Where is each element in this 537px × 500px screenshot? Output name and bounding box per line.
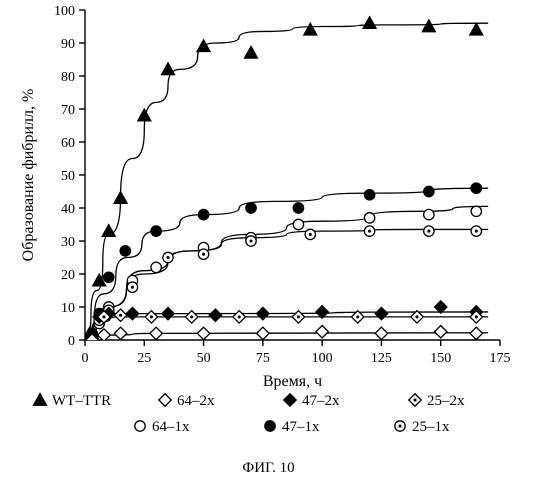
chart-svg: 0 10 20 30 40 50 60 70 80 90 100 0 25 50 75 100 125 150 17… xyxy=(0,0,537,500)
svg-text:100: 100 xyxy=(312,351,333,366)
svg-text:50: 50 xyxy=(61,169,75,184)
figure-container: 0 10 20 30 40 50 60 70 80 90 100 0 25 50 75 100 125 150 17… xyxy=(0,0,537,500)
legend-label: 64–2x xyxy=(177,393,215,409)
legend-label: 47–2x xyxy=(302,393,340,409)
figure-caption: ФИГ. 10 xyxy=(242,460,294,476)
svg-text:175: 175 xyxy=(490,351,511,366)
svg-text:150: 150 xyxy=(430,351,451,366)
series-47-2x xyxy=(86,301,483,343)
svg-text:25: 25 xyxy=(137,351,151,366)
svg-text:30: 30 xyxy=(61,235,75,250)
series-25-2x xyxy=(86,309,483,345)
svg-text:100: 100 xyxy=(54,4,75,19)
svg-text:Время, ч: Время, ч xyxy=(263,373,322,390)
svg-text:50: 50 xyxy=(197,351,211,366)
svg-text:10: 10 xyxy=(61,301,75,316)
svg-text:0: 0 xyxy=(68,334,75,349)
series-25-1x xyxy=(87,226,482,342)
svg-text:80: 80 xyxy=(61,70,75,85)
svg-text:Образование фибрилл, %: Образование фибрилл, % xyxy=(20,89,37,262)
svg-text:20: 20 xyxy=(61,268,75,283)
legend-label: 25–2x xyxy=(427,393,465,409)
svg-text:0: 0 xyxy=(82,351,89,366)
legend-label: 64–1x xyxy=(152,419,190,435)
svg-text:40: 40 xyxy=(61,202,75,217)
svg-text:125: 125 xyxy=(371,351,392,366)
svg-text:60: 60 xyxy=(61,136,75,151)
legend-label: 25–1x xyxy=(412,419,450,435)
svg-text:90: 90 xyxy=(61,37,75,52)
svg-text:70: 70 xyxy=(61,103,75,118)
legend-label: 47–1x xyxy=(282,419,320,435)
series-WT-TTR xyxy=(83,17,483,339)
svg-text:75: 75 xyxy=(256,351,270,366)
legend-label: WT–TTR xyxy=(52,393,111,409)
series-64-2x xyxy=(86,326,483,347)
